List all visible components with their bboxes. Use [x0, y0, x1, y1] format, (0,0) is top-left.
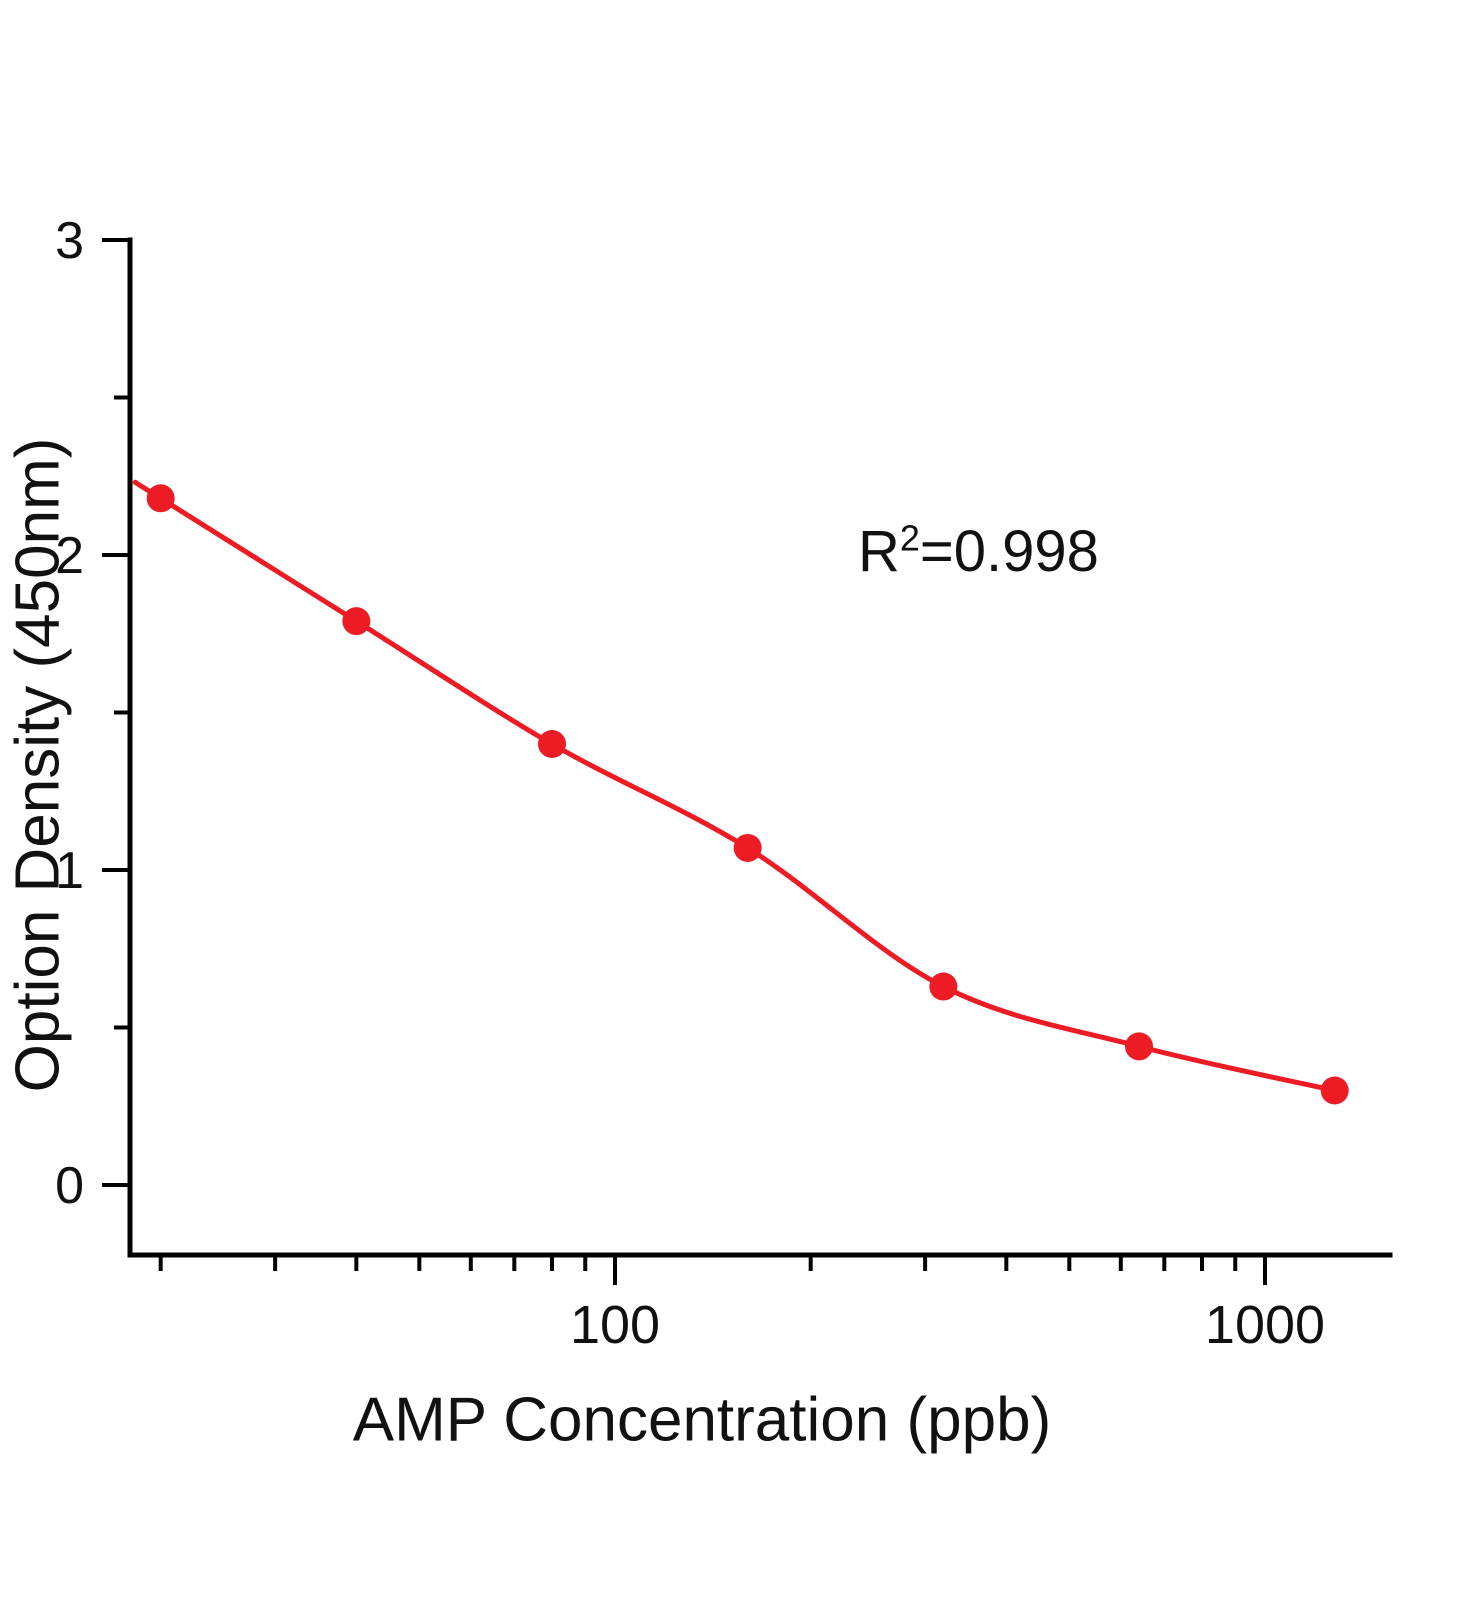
data-point — [1320, 1076, 1349, 1105]
r-squared-annotation: R2=0.998 — [858, 518, 1099, 585]
data-point — [146, 484, 175, 513]
svg-text:100: 100 — [570, 1295, 660, 1355]
data-point — [929, 972, 958, 1001]
r-squared-sup: 2 — [899, 517, 920, 559]
y-axis-title: Option Density (450nm) — [3, 437, 73, 1093]
data-point — [1125, 1032, 1154, 1061]
r-squared-base: R — [858, 519, 900, 584]
data-point — [538, 730, 567, 758]
data-point — [733, 833, 762, 862]
r-squared-value: =0.998 — [919, 519, 1099, 584]
x-axis-title: AMP Concentration (ppb) — [352, 1385, 1052, 1455]
svg-text:1000: 1000 — [1205, 1295, 1325, 1355]
svg-text:0: 0 — [55, 1157, 84, 1215]
svg-text:3: 3 — [55, 212, 84, 270]
svg-text:1: 1 — [55, 842, 84, 900]
fit-curve — [132, 479, 1338, 1093]
svg-text:2: 2 — [55, 527, 84, 585]
data-point — [342, 607, 371, 636]
